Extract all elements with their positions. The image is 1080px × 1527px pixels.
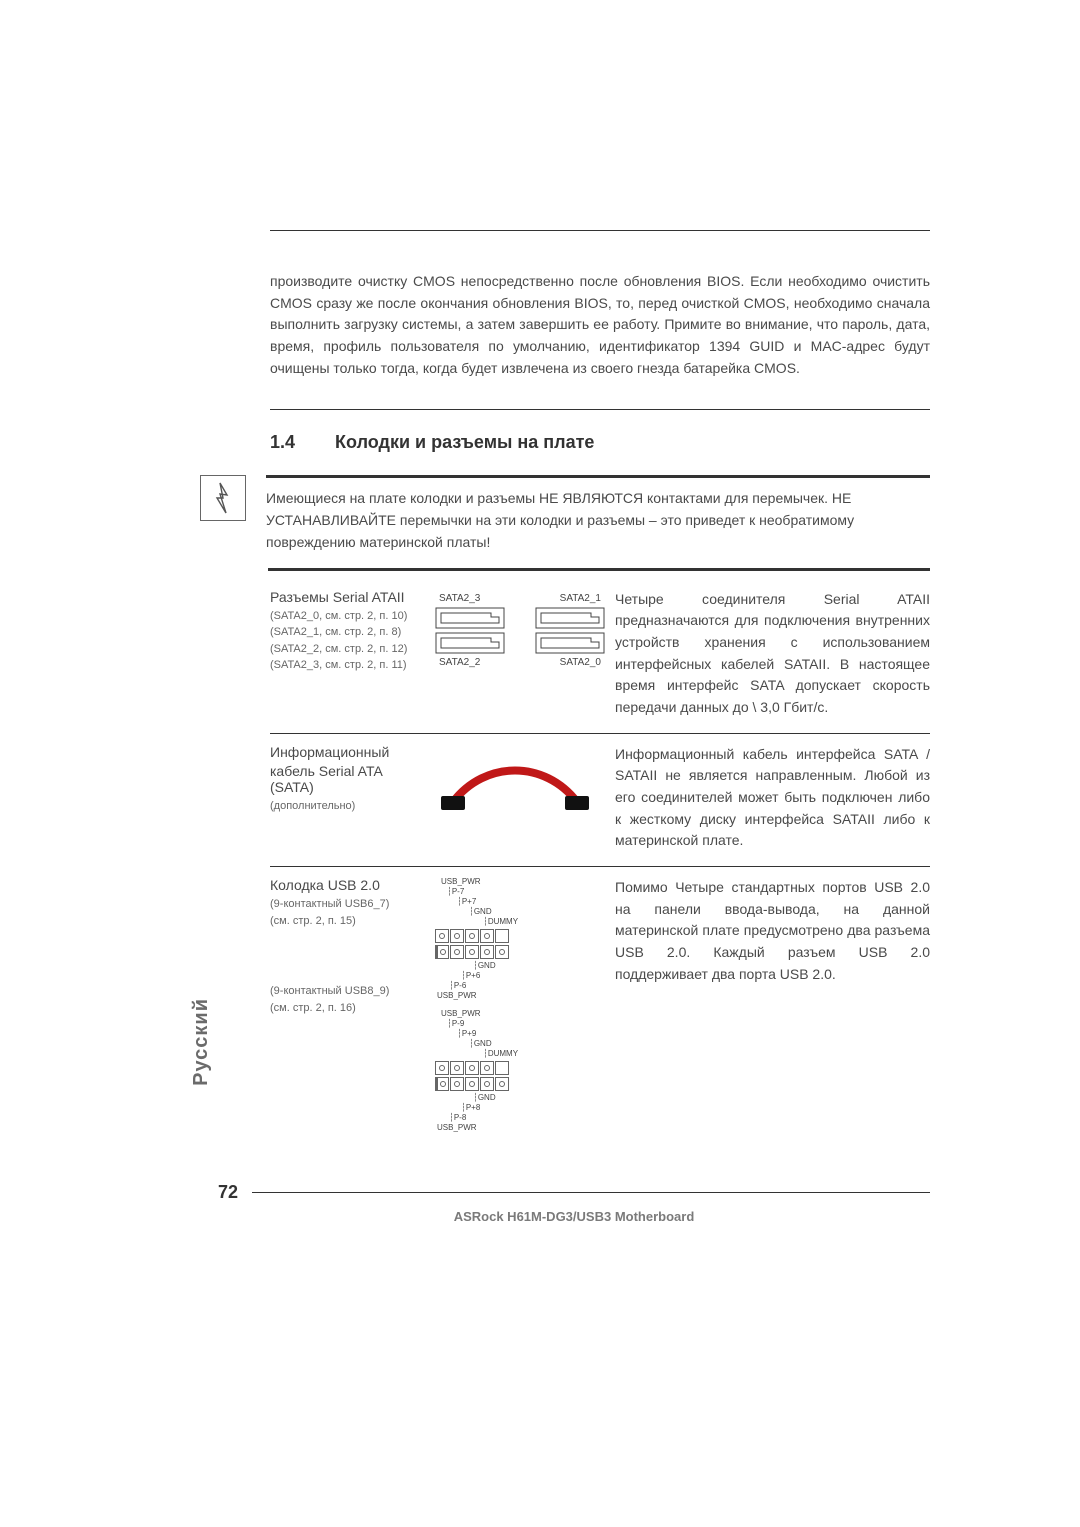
sata-port-icon	[535, 632, 605, 654]
usb-b-p3: P+8	[466, 1103, 480, 1112]
sata-left-col: Разъемы Serial ATAII (SATA2_0, см. стр. …	[270, 589, 425, 719]
usb-b-bot: USB_PWR	[437, 1123, 477, 1132]
usb-left-col: Колодка USB 2.0 (9-контактный USB6_7) (с…	[270, 877, 425, 1133]
usb-row: Колодка USB 2.0 (9-контактный USB6_7) (с…	[270, 867, 930, 1147]
cable-diagram	[435, 744, 605, 852]
warning-text: Имеющиеся на плате колодки и разъемы НЕ …	[266, 488, 930, 553]
page-content: производите очистку CMOS непосредственно…	[0, 0, 1080, 1187]
usb-b-p2: P+9	[462, 1029, 476, 1038]
usb-a-bot: USB_PWR	[437, 991, 477, 1000]
usb-b-dummy: DUMMY	[488, 1049, 518, 1058]
usb-pinout-b: USB_PWR ┆P-9 ┆P+9 ┆GND ┆DUMMY ┆GND ┆P+8 …	[435, 1009, 605, 1133]
section-number: 1.4	[270, 432, 295, 453]
usb-sub-3: (9-контактный USB8_9)	[270, 983, 425, 1000]
sata-label-br: SATA2_0	[560, 657, 601, 668]
usb-a-dummy: DUMMY	[488, 917, 518, 926]
usb-b-top: USB_PWR	[441, 1009, 481, 1018]
usb-a-gnd: GND	[474, 907, 492, 916]
section-title: Колодки и разъемы на плате	[335, 432, 594, 453]
usb-a-p4: P-6	[454, 981, 466, 990]
usb-b-gnd2: GND	[478, 1093, 496, 1102]
usb-title: Колодка USB 2.0	[270, 877, 425, 893]
footer-rule	[252, 1192, 930, 1193]
cable-left-col: Информационный кабель Serial ATA (SATA) …	[270, 744, 425, 852]
side-language-label: Русский	[190, 998, 213, 1086]
page-number: 72	[218, 1182, 238, 1203]
sata-ref-0: (SATA2_0, см. стр. 2, п. 10)	[270, 608, 425, 625]
thick-rule-under-warning	[268, 568, 930, 571]
sata-title: Разъемы Serial ATAII	[270, 589, 425, 605]
usb-a-top: USB_PWR	[441, 877, 481, 886]
sata-diagram: SATA2_3 SATA2_1 SATA2_2 SATA2_0	[435, 589, 605, 719]
usb-sub-1: (9-контактный USB6_7)	[270, 896, 425, 913]
section-heading: 1.4 Колодки и разъемы на плате	[270, 432, 930, 453]
cable-sub: (дополнительно)	[270, 798, 425, 815]
usb-pinout-a: USB_PWR ┆P-7 ┆P+7 ┆GND ┆DUMMY ┆GND ┆P+6 …	[435, 877, 605, 1001]
sata-port-icon	[435, 607, 505, 629]
sata-desc: Четыре соединителя Serial ATAII предназн…	[615, 589, 930, 719]
top-horizontal-rule	[270, 230, 930, 231]
sata-label-bl: SATA2_2	[439, 657, 480, 668]
footer-text: ASRock H61M-DG3/USB3 Motherboard	[218, 1209, 930, 1224]
sata-label-tr: SATA2_1	[560, 593, 601, 604]
sata-row: Разъемы Serial ATAII (SATA2_0, см. стр. …	[270, 579, 930, 734]
usb-desc: Помимо Четыре стандартных портов USB 2.0…	[615, 877, 930, 1133]
usb-b-p1: P-9	[452, 1019, 464, 1028]
cable-title-2: кабель Serial ATA (SATA)	[270, 763, 425, 795]
cable-row: Информационный кабель Serial ATA (SATA) …	[270, 734, 930, 867]
warning-text-box: Имеющиеся на плате колодки и разъемы НЕ …	[266, 475, 930, 553]
sata-ref-3: (SATA2_3, см. стр. 2, п. 11)	[270, 657, 425, 674]
usb-diagrams: USB_PWR ┆P-7 ┆P+7 ┆GND ┆DUMMY ┆GND ┆P+6 …	[435, 877, 605, 1133]
usb-a-p2: P+7	[462, 897, 476, 906]
sata-ref-1: (SATA2_1, см. стр. 2, п. 8)	[270, 624, 425, 641]
cable-title-1: Информационный	[270, 744, 425, 760]
page-footer: 72 ASRock H61M-DG3/USB3 Motherboard	[218, 1182, 930, 1224]
rule-after-intro	[270, 409, 930, 410]
usb-b-p4: P-8	[454, 1113, 466, 1122]
sata-port-icon	[535, 607, 605, 629]
usb-b-gnd: GND	[474, 1039, 492, 1048]
usb-a-p1: P-7	[452, 887, 464, 896]
sata-ref-2: (SATA2_2, см. стр. 2, п. 12)	[270, 641, 425, 658]
sata-label-tl: SATA2_3	[439, 593, 480, 604]
usb-sub-2: (см. стр. 2, п. 15)	[270, 913, 425, 930]
warning-icon	[200, 475, 246, 521]
usb-sub-4: (см. стр. 2, п. 16)	[270, 1000, 425, 1017]
usb-a-p3: P+6	[466, 971, 480, 980]
intro-paragraph: производите очистку CMOS непосредственно…	[270, 271, 930, 379]
cable-desc: Информационный кабель интерфейса SATA / …	[615, 744, 930, 852]
warning-block: Имеющиеся на плате колодки и разъемы НЕ …	[200, 475, 930, 553]
sata-port-icon	[435, 632, 505, 654]
usb-a-gnd2: GND	[478, 961, 496, 970]
